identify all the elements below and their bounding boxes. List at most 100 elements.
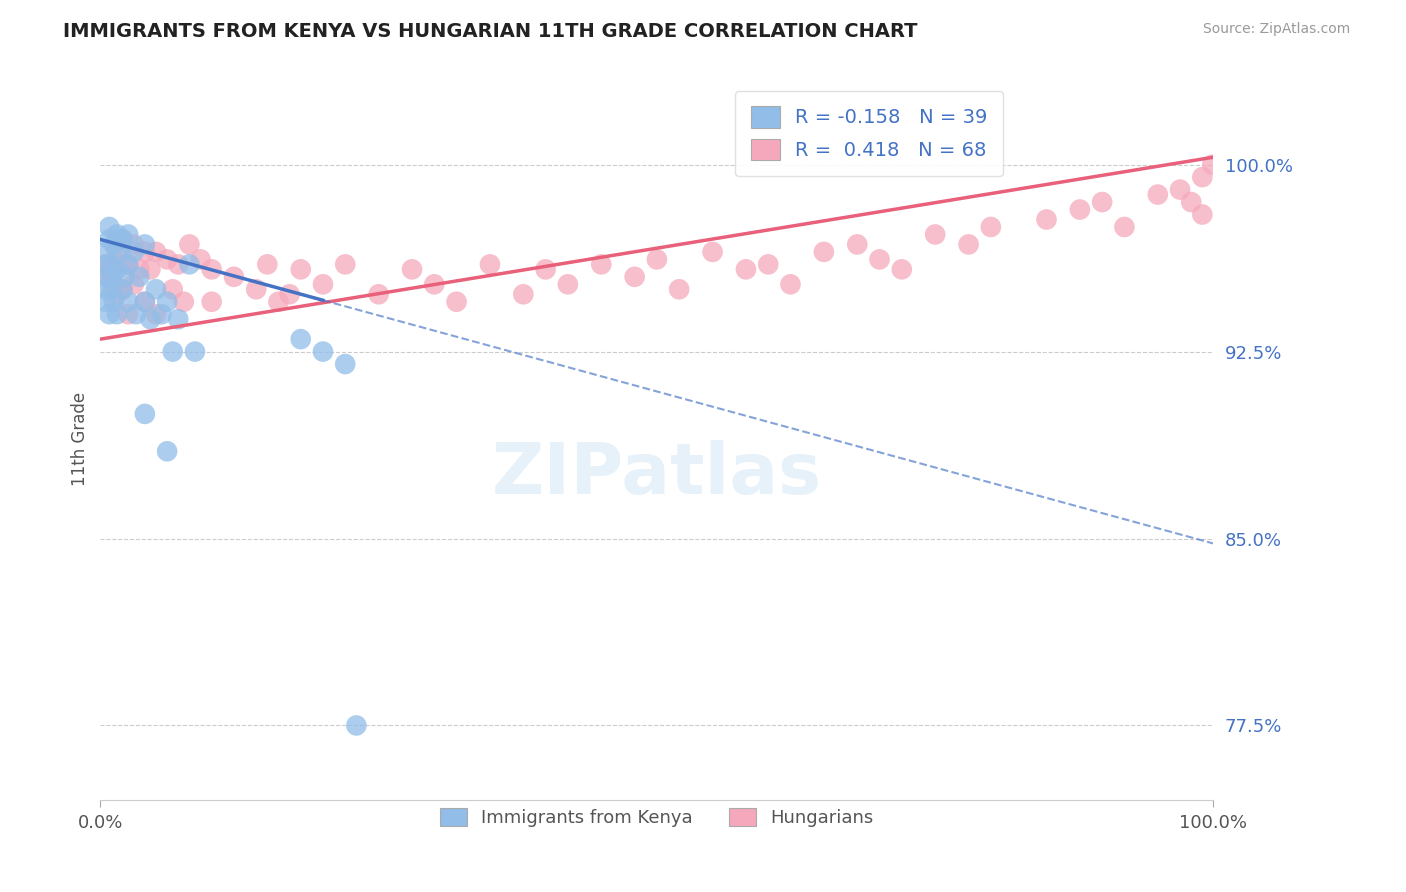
Point (173, 294, 195, 309)
Point (290, 332, 312, 346)
Point (111, 282, 134, 296)
Point (94, 294, 117, 309)
Point (846, 237, 869, 252)
Point (98, 307, 121, 321)
Point (756, 257, 779, 271)
Point (267, 294, 290, 309)
Point (128, 269, 150, 284)
Point (98, 219, 121, 234)
Point (103, 277, 125, 292)
Point (94, 269, 117, 284)
Point (278, 287, 301, 301)
Point (167, 312, 190, 326)
Point (179, 237, 201, 252)
Point (105, 287, 128, 301)
Point (167, 257, 190, 271)
Text: IMMIGRANTS FROM KENYA VS HUNGARIAN 11TH GRADE CORRELATION CHART: IMMIGRANTS FROM KENYA VS HUNGARIAN 11TH … (63, 22, 918, 41)
Point (290, 262, 312, 277)
Point (1035, 212, 1057, 227)
Legend: Immigrants from Kenya, Hungarians: Immigrants from Kenya, Hungarians (433, 801, 882, 835)
Point (534, 262, 557, 277)
Point (156, 294, 179, 309)
Point (1114, 219, 1136, 234)
Point (446, 294, 468, 309)
Point (94, 282, 117, 296)
Point (184, 344, 207, 359)
Point (145, 244, 167, 259)
Point (98, 232, 121, 246)
Point (134, 294, 156, 309)
Point (335, 257, 357, 271)
Point (100, 262, 122, 277)
Point (312, 344, 335, 359)
Point (890, 262, 912, 277)
Point (122, 277, 145, 292)
Point (557, 277, 579, 292)
Point (162, 344, 184, 359)
Point (111, 232, 134, 246)
Point (980, 219, 1002, 234)
Point (1191, 170, 1213, 185)
Point (125, 307, 148, 321)
Point (117, 257, 139, 271)
Point (117, 307, 139, 321)
Point (134, 407, 156, 421)
Point (702, 244, 724, 259)
Point (111, 232, 134, 246)
Point (105, 307, 128, 321)
Point (110, 244, 132, 259)
Y-axis label: 11th Grade: 11th Grade (72, 392, 89, 486)
Point (134, 294, 156, 309)
Point (105, 244, 128, 259)
Point (94, 257, 117, 271)
Point (190, 252, 212, 267)
Point (957, 237, 980, 252)
Point (139, 312, 162, 326)
Point (100, 269, 122, 284)
Point (122, 244, 145, 259)
Point (813, 244, 835, 259)
Point (423, 277, 446, 292)
Point (94, 244, 117, 259)
Point (367, 287, 389, 301)
Point (401, 262, 423, 277)
Point (134, 237, 156, 252)
Point (103, 237, 125, 252)
Point (105, 262, 128, 277)
Point (114, 269, 136, 284)
Point (344, 718, 367, 732)
Point (128, 262, 150, 277)
Point (591, 257, 613, 271)
Point (103, 294, 125, 309)
Point (150, 307, 173, 321)
Point (512, 287, 534, 301)
Point (735, 262, 758, 277)
Point (668, 282, 690, 296)
Point (98, 269, 121, 284)
Point (134, 244, 156, 259)
Point (645, 252, 668, 267)
Point (122, 237, 145, 252)
Point (1180, 195, 1202, 210)
Point (623, 269, 645, 284)
Point (179, 257, 201, 271)
Point (156, 252, 179, 267)
Point (94, 257, 117, 271)
Point (105, 227, 128, 242)
Point (478, 257, 501, 271)
Point (117, 227, 139, 242)
Point (117, 294, 139, 309)
Point (1201, 158, 1223, 172)
Point (869, 252, 891, 267)
Point (201, 294, 224, 309)
Text: ZIPatlas: ZIPatlas (492, 441, 823, 509)
Point (110, 257, 132, 271)
Point (100, 257, 122, 271)
Point (1146, 187, 1168, 202)
Point (1091, 195, 1114, 210)
Point (117, 257, 139, 271)
Point (245, 282, 267, 296)
Point (1168, 183, 1191, 197)
Point (139, 262, 162, 277)
Point (256, 257, 278, 271)
